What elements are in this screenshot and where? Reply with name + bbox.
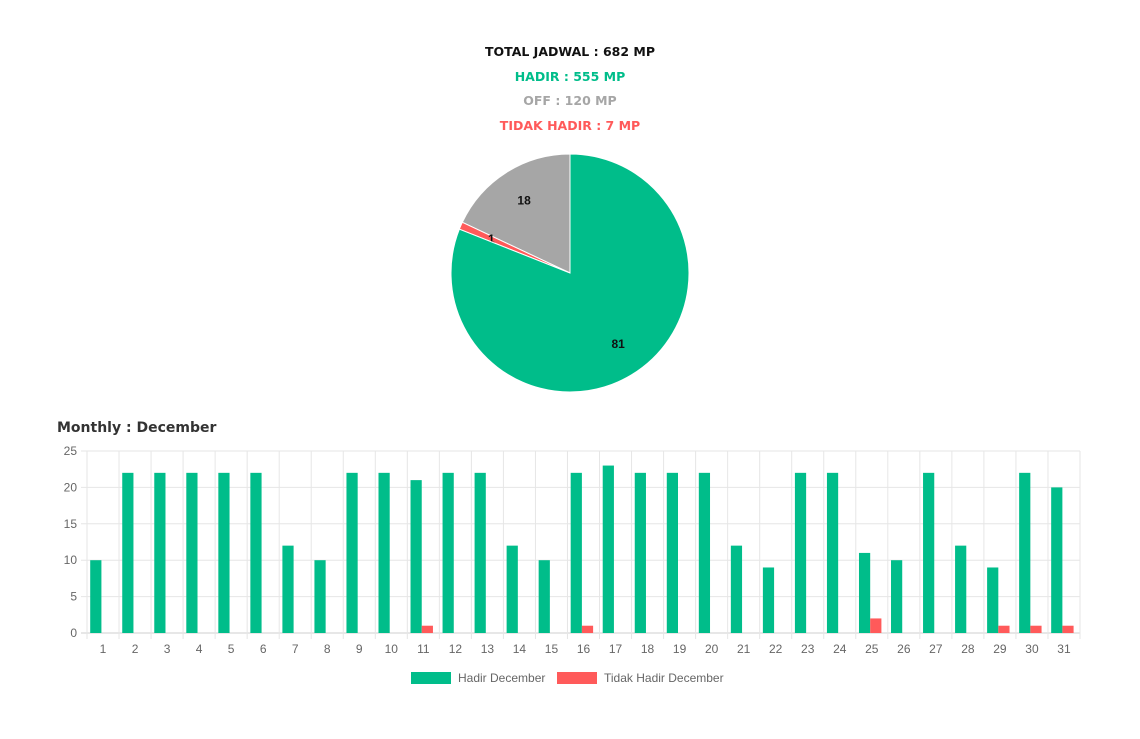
bar-hadir-22[interactable]	[762, 567, 775, 633]
x-tick-label: 5	[228, 642, 235, 656]
bar-tidak-hadir-11[interactable]	[421, 625, 433, 633]
x-tick-label: 28	[961, 642, 975, 656]
bar-hadir-5[interactable]	[218, 472, 230, 633]
x-tick-label: 9	[356, 642, 363, 656]
pie-label-tidak-hadir: 1	[488, 232, 495, 246]
bar-hadir-20[interactable]	[698, 472, 711, 633]
x-tick-label: 30	[1025, 642, 1039, 656]
x-tick-label: 10	[385, 642, 399, 656]
monthly-chart-title: Monthly : December	[57, 420, 217, 436]
legend-label-tidak-hadir[interactable]: Tidak Hadir December	[604, 671, 724, 685]
bar-hadir-21[interactable]	[730, 545, 743, 633]
bar-hadir-7[interactable]	[282, 545, 294, 633]
hadir-label: HADIR : 555 MP	[514, 68, 626, 84]
x-tick-label: 23	[801, 642, 815, 656]
bar-hadir-3[interactable]	[154, 472, 166, 633]
bar-hadir-29[interactable]	[987, 567, 999, 633]
pie-chart: 18 1 81	[440, 145, 700, 405]
bar-hadir-11[interactable]	[410, 480, 422, 633]
bar-hadir-1[interactable]	[90, 560, 102, 633]
x-tick-label: 20	[705, 642, 719, 656]
x-tick-label: 31	[1057, 642, 1071, 656]
y-tick-label: 25	[64, 444, 78, 458]
pie-label-off: 18	[517, 194, 531, 208]
pie-label-hadir: 81	[611, 337, 625, 351]
x-tick-label: 27	[929, 642, 943, 656]
x-tick-label: 4	[196, 642, 203, 656]
bar-hadir-16[interactable]	[570, 472, 582, 633]
bar-hadir-30[interactable]	[1019, 472, 1031, 633]
pie-slice-hadir[interactable]	[450, 153, 690, 393]
bar-tidak-hadir-29[interactable]	[998, 625, 1010, 633]
off-label: OFF : 120 MP	[523, 93, 617, 108]
x-tick-label: 3	[164, 642, 171, 656]
bar-tidak-hadir-16[interactable]	[581, 625, 594, 633]
bar-hadir-23[interactable]	[794, 472, 807, 633]
y-tick-label: 10	[64, 553, 78, 567]
x-tick-label: 22	[769, 642, 783, 656]
x-tick-label: 7	[292, 642, 299, 656]
x-tick-label: 2	[132, 642, 139, 656]
bar-hadir-31[interactable]	[1051, 487, 1063, 633]
bar-tidak-hadir-30[interactable]	[1030, 625, 1042, 633]
pie-slice-off[interactable]	[461, 153, 571, 274]
bar-hadir-9[interactable]	[346, 472, 358, 633]
bar-hadir-18[interactable]	[634, 472, 646, 633]
bar-hadir-24[interactable]	[826, 472, 839, 633]
x-tick-label: 24	[833, 642, 847, 656]
bar-tidak-hadir-31[interactable]	[1062, 625, 1074, 633]
x-tick-label: 13	[481, 642, 495, 656]
x-tick-label: 11	[417, 642, 430, 656]
bar-hadir-26[interactable]	[891, 560, 903, 633]
legend-swatch-tidak-hadir[interactable]	[557, 672, 597, 684]
pie-chart-svg: 18 1 81	[450, 153, 690, 393]
bar-hadir-12[interactable]	[442, 472, 454, 633]
y-tick-label: 15	[64, 517, 78, 531]
bar-hadir-19[interactable]	[666, 472, 678, 633]
bar-hadir-13[interactable]	[474, 472, 486, 633]
bar-hadir-15[interactable]	[538, 560, 550, 633]
bar-hadir-4[interactable]	[186, 472, 198, 633]
legend-swatch-hadir[interactable]	[411, 672, 451, 684]
bar-hadir-25[interactable]	[858, 552, 871, 633]
x-tick-label: 12	[449, 642, 463, 656]
x-tick-label: 18	[641, 642, 655, 656]
bar-hadir-10[interactable]	[378, 472, 390, 633]
y-tick-label: 20	[64, 480, 78, 494]
x-tick-label: 8	[324, 642, 331, 656]
y-tick-label: 0	[70, 626, 77, 640]
x-tick-label: 1	[100, 642, 107, 656]
monthly-bar-chart: 0 5 10 15 20 25 1 2 3 4 5 6 7 8 9 10 11 12 13 14 15 16 17 18 19 2…	[40, 440, 1100, 700]
x-tick-label: 6	[260, 642, 267, 656]
x-tick-label: 19	[673, 642, 687, 656]
x-tick-label: 26	[897, 642, 911, 656]
bar-hadir-2[interactable]	[122, 472, 134, 633]
x-tick-label: 29	[993, 642, 1007, 656]
x-tick-label: 16	[577, 642, 591, 656]
x-tick-label: 17	[609, 642, 623, 656]
bar-hadir-17[interactable]	[602, 465, 614, 633]
bar-hadir-8[interactable]	[314, 560, 326, 633]
legend-label-hadir[interactable]: Hadir December	[458, 671, 545, 685]
y-tick-label: 5	[70, 590, 77, 604]
summary-block: TOTAL JADWAL : 682 MP HADIR : 555 MP OFF…	[0, 44, 1140, 142]
bar-hadir-28[interactable]	[955, 545, 967, 633]
x-tick-label: 15	[545, 642, 559, 656]
bar-hadir-27[interactable]	[923, 472, 935, 633]
x-tick-label: 21	[737, 642, 751, 656]
total-jadwal-label: TOTAL JADWAL : 682 MP	[484, 44, 655, 59]
bar-tidak-hadir-25[interactable]	[870, 618, 882, 633]
tidak-hadir-label: TIDAK HADIR : 7 MP	[499, 117, 641, 133]
bar-hadir-6[interactable]	[250, 472, 262, 633]
bar-hadir-14[interactable]	[506, 545, 518, 633]
x-tick-label: 25	[865, 642, 879, 656]
x-tick-label: 14	[513, 642, 527, 656]
